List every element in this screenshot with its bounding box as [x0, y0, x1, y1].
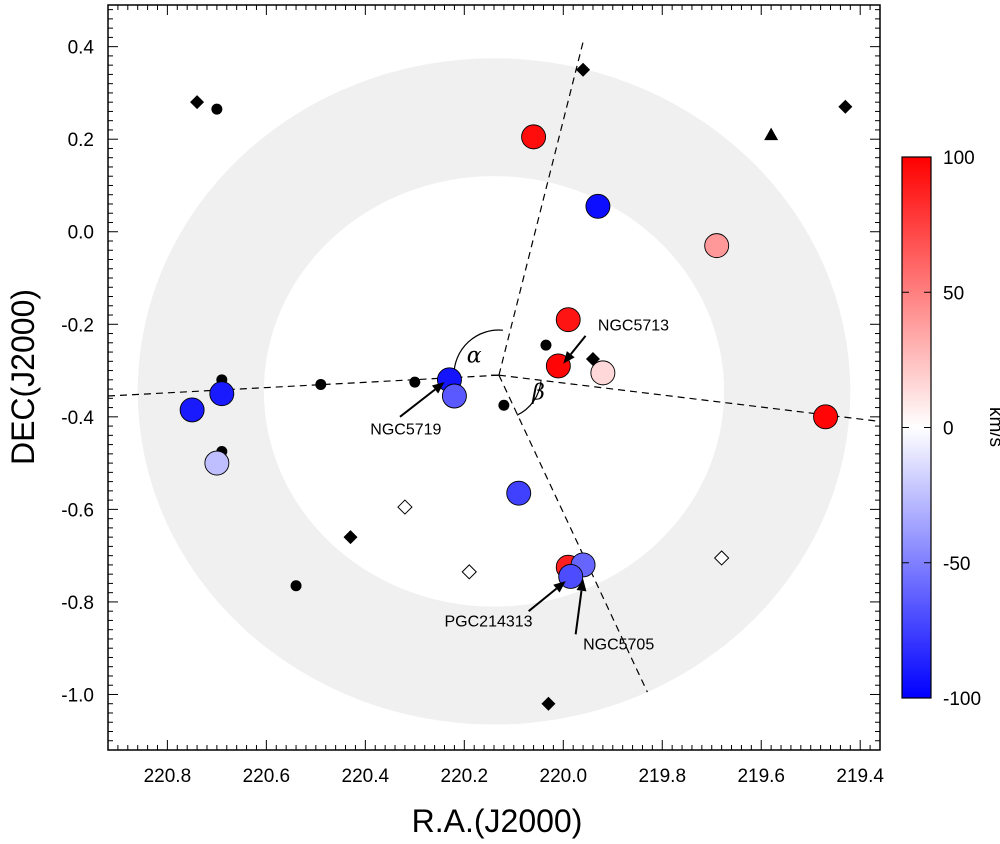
x-tick-label: 219.4 [836, 766, 884, 787]
angle-label-0: α [467, 343, 482, 368]
dot-point-0 [211, 103, 223, 115]
colorbar-ticks: 100 50 0 -50 -100 [902, 148, 981, 710]
diamond-point-4 [343, 530, 358, 545]
y-tick-label: -1.0 [61, 685, 94, 706]
dot-point-7 [290, 580, 302, 592]
dashed-line-3 [498, 374, 648, 693]
dot-point-2 [315, 378, 327, 390]
markers [179, 62, 853, 711]
x-axis-title: R.A.(J2000) [412, 803, 583, 839]
dot-point-3 [409, 376, 421, 388]
galaxy-point-3 [555, 307, 581, 333]
annulus-region [137, 58, 851, 725]
galaxy-point-10 [813, 404, 839, 430]
colorbar-tick-label: 100 [943, 148, 975, 169]
galaxy-point-8 [209, 381, 235, 407]
y-axis-title: DEC(J2000) [5, 289, 41, 465]
annotation-arrow-1 [399, 388, 436, 418]
y-tick-label: 0.2 [68, 130, 94, 151]
annotation-labels: NGC5713 NGC5719 PGC214313 NGC5705 [370, 317, 669, 653]
galaxy-point-9 [179, 397, 205, 423]
y-tick-label: -0.8 [61, 593, 94, 614]
y-tick-label: -0.4 [61, 408, 94, 429]
y-tick-label: 0.0 [68, 223, 94, 244]
annotation-arrow-0 [570, 335, 587, 355]
axis-ticks [108, 5, 880, 750]
colorbar-tick-label: 0 [943, 419, 954, 440]
arrow-head-0 [563, 351, 575, 364]
annotation-arrows [399, 335, 587, 635]
y-tick-label: 0.4 [68, 38, 95, 59]
galaxy-point-7 [441, 383, 467, 409]
galaxy-point-1 [585, 193, 611, 219]
angle-label-1: β [531, 380, 545, 405]
dashed-line-2 [498, 41, 584, 376]
galaxy-point-4 [545, 353, 571, 379]
colorbar-title: km/s [985, 407, 1000, 447]
diamond-point-0 [190, 95, 205, 110]
axis-tick-labels: 220.8 220.6 220.4 220.2 220.0 219.8 219.6 219.4… [61, 38, 884, 787]
diamond-point-5 [541, 696, 556, 711]
colorbar-tick-label: -100 [943, 689, 981, 710]
x-tick-label: 220.0 [540, 766, 588, 787]
diamond-point-1 [576, 62, 591, 77]
y-tick-label: -0.6 [61, 500, 94, 521]
open-diamond-point-2 [713, 550, 730, 566]
arrow-head-3 [576, 578, 587, 592]
x-tick-label: 220.8 [144, 766, 192, 787]
annotation-label-2: PGC214313 [445, 613, 533, 630]
diamond-point-2 [838, 99, 853, 114]
triangle-point-0 [764, 127, 779, 141]
galaxy-point-12 [506, 480, 532, 506]
x-tick-label: 219.8 [638, 766, 686, 787]
plot-area [108, 41, 880, 725]
colorbar-tick-label: -50 [943, 554, 970, 575]
x-tick-label: 220.4 [342, 766, 390, 787]
open-diamond-point-0 [397, 499, 413, 515]
annotation-arrow-2 [528, 587, 558, 612]
annotation-label-1: NGC5719 [370, 421, 441, 438]
angle-labels: αβ [467, 343, 545, 405]
dashed-lines [108, 41, 880, 693]
galaxy-point-2 [704, 233, 730, 259]
annotation-label-0: NGC5713 [598, 317, 669, 334]
dot-point-4 [540, 339, 552, 351]
beta-arc [516, 381, 542, 416]
alpha-arc [453, 329, 504, 376]
galaxy-point-5 [590, 360, 616, 386]
angle-arcs [453, 329, 542, 416]
annotation-arrow-3 [574, 590, 583, 635]
colorbar-tick-label: 50 [943, 283, 964, 304]
y-tick-label: -0.2 [61, 315, 94, 336]
x-tick-label: 219.6 [737, 766, 785, 787]
x-tick-label: 220.6 [243, 766, 291, 787]
dot-point-5 [498, 399, 510, 411]
dashed-line-0 [108, 374, 499, 397]
dashed-line-1 [498, 374, 880, 423]
arrow-head-2 [553, 581, 566, 593]
annotation-label-3: NGC5705 [583, 637, 654, 654]
open-diamond-point-1 [461, 564, 477, 580]
galaxy-point-11 [204, 450, 230, 476]
arrow-head-1 [431, 382, 445, 394]
colorbar: 100 50 0 -50 -100 km/s [901, 148, 1000, 710]
x-tick-label: 220.2 [441, 766, 489, 787]
galaxy-point-0 [521, 124, 547, 150]
